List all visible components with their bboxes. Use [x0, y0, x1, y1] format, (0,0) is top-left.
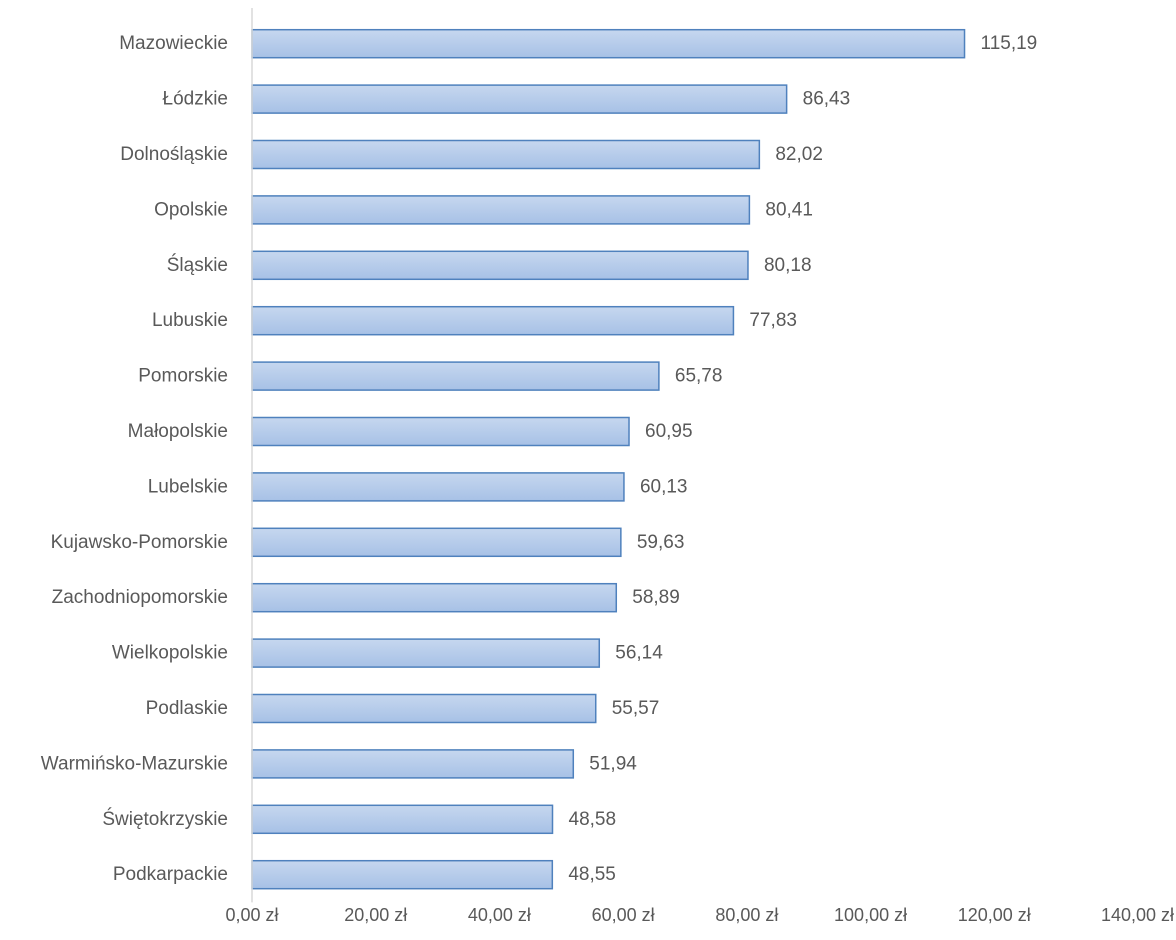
data-label: 82,02 — [775, 144, 823, 165]
category-label: Śląskie — [167, 254, 228, 276]
category-label: Pomorskie — [138, 366, 228, 387]
category-label: Warmińsko-Mazurskie — [41, 753, 228, 774]
bar — [251, 416, 630, 447]
category-label: Lubelskie — [148, 476, 228, 497]
x-tick-label: 20,00 zł — [344, 905, 407, 925]
x-tick-label: 120,00 zł — [958, 905, 1031, 925]
x-tick-label: 100,00 zł — [834, 905, 907, 925]
bar — [251, 84, 788, 114]
bar — [251, 28, 966, 59]
x-tick-label: 140,00 zł — [1101, 905, 1174, 925]
x-tick-label: 80,00 zł — [715, 905, 778, 925]
data-label: 115,19 — [981, 33, 1038, 54]
category-label: Lubuskie — [152, 310, 228, 331]
value-labels: 115,19 86,43 82,02 80,41 80,18 77,83 65,78 60,9… — [568, 33, 1037, 885]
data-label: 86,43 — [803, 89, 851, 110]
data-label: 55,57 — [612, 698, 660, 719]
category-label: Dolnośląskie — [120, 144, 228, 165]
category-label: Małopolskie — [128, 421, 228, 442]
bar — [251, 582, 618, 613]
bars-layer — [251, 28, 966, 890]
data-label: 48,58 — [569, 809, 617, 830]
category-label: Opolskie — [154, 199, 228, 220]
category-label: Świętokrzyskie — [102, 808, 228, 830]
x-axis-tick-labels: 0,00 zł 20,00 zł 40,00 zł 60,00 zł 80,00 zł 1… — [225, 905, 1174, 925]
category-label: Mazowieckie — [119, 33, 228, 54]
bar — [251, 527, 622, 558]
data-label: 51,94 — [589, 753, 637, 774]
data-label: 58,89 — [632, 587, 680, 608]
category-label: Kujawsko-Pomorskie — [51, 532, 228, 553]
data-label: 77,83 — [749, 310, 797, 331]
bar — [251, 804, 554, 835]
category-label: Wielkopolskie — [112, 643, 228, 664]
data-label: 80,18 — [764, 255, 812, 276]
data-label: 48,55 — [568, 864, 616, 885]
bar — [251, 250, 749, 281]
data-label: 60,95 — [645, 421, 693, 442]
bar — [251, 139, 761, 170]
data-label: 56,14 — [615, 643, 663, 664]
bar — [251, 749, 575, 779]
x-tick-label: 40,00 zł — [468, 905, 531, 925]
bar — [251, 859, 554, 890]
bar — [251, 472, 625, 502]
bar — [251, 361, 660, 391]
bar — [251, 693, 597, 724]
data-label: 65,78 — [675, 366, 723, 387]
data-label: 60,13 — [640, 476, 688, 497]
category-label: Łódzkie — [163, 89, 229, 110]
bar — [251, 305, 735, 336]
bar — [251, 638, 601, 668]
x-tick-label: 60,00 zł — [592, 905, 655, 925]
data-label: 80,41 — [765, 199, 813, 220]
data-label: 59,63 — [637, 532, 685, 553]
x-tick-label: 0,00 zł — [225, 905, 278, 925]
category-label: Podlaskie — [146, 698, 228, 719]
category-label: Zachodniopomorskie — [52, 587, 228, 608]
category-labels: Mazowieckie Łódzkie Dolnośląskie Opolskie Śl… — [41, 33, 228, 885]
bar — [251, 195, 751, 225]
category-label: Podkarpackie — [113, 864, 228, 885]
